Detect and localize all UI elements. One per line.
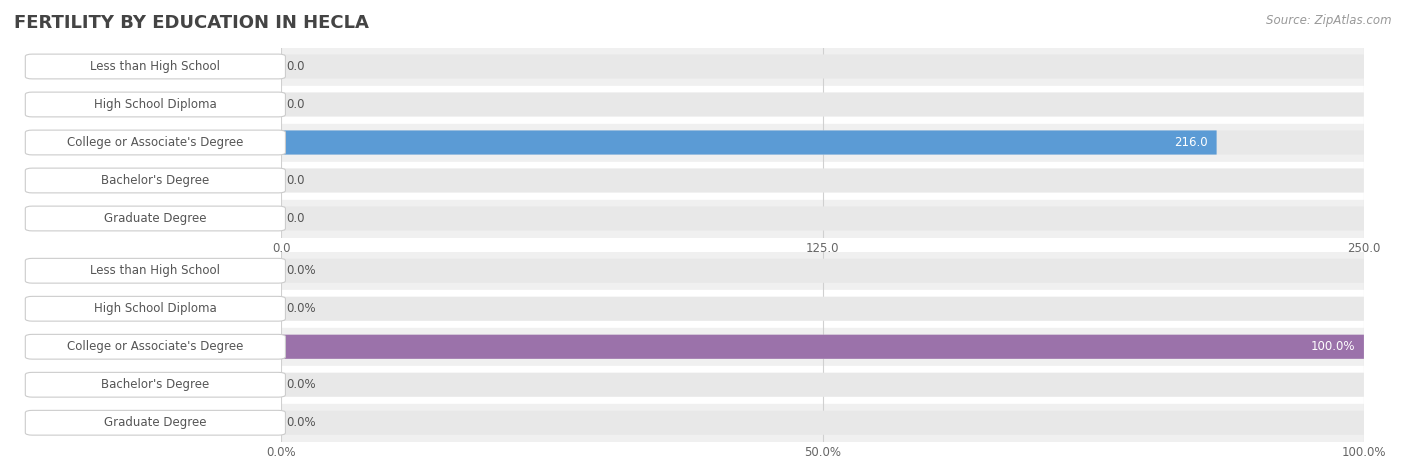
Text: 0.0: 0.0 [287, 212, 305, 225]
FancyBboxPatch shape [281, 207, 1364, 230]
Text: High School Diploma: High School Diploma [94, 98, 217, 111]
Text: 0.0: 0.0 [287, 174, 305, 187]
Bar [281, 162, 1364, 199]
FancyBboxPatch shape [281, 169, 1364, 192]
Text: 0.0%: 0.0% [287, 264, 316, 277]
FancyBboxPatch shape [281, 373, 1364, 397]
Text: 0.0%: 0.0% [287, 302, 316, 315]
Bar [281, 366, 1364, 404]
FancyBboxPatch shape [281, 411, 1364, 435]
FancyBboxPatch shape [281, 335, 1364, 359]
Bar [281, 86, 1364, 124]
Bar [281, 48, 1364, 86]
Text: Less than High School: Less than High School [90, 60, 221, 73]
Text: 0.0%: 0.0% [287, 378, 316, 391]
Bar [281, 404, 1364, 442]
Bar [281, 200, 1364, 238]
Text: 100.0%: 100.0% [1310, 340, 1355, 353]
FancyBboxPatch shape [281, 93, 1364, 116]
FancyBboxPatch shape [281, 131, 1216, 154]
Bar [281, 290, 1364, 328]
Text: College or Associate's Degree: College or Associate's Degree [67, 340, 243, 353]
Text: High School Diploma: High School Diploma [94, 302, 217, 315]
Text: Bachelor's Degree: Bachelor's Degree [101, 378, 209, 391]
Text: 0.0%: 0.0% [287, 416, 316, 429]
FancyBboxPatch shape [281, 335, 1364, 359]
Text: FERTILITY BY EDUCATION IN HECLA: FERTILITY BY EDUCATION IN HECLA [14, 14, 368, 32]
Bar [281, 124, 1364, 162]
Text: 0.0: 0.0 [287, 98, 305, 111]
Bar [281, 252, 1364, 290]
Text: Source: ZipAtlas.com: Source: ZipAtlas.com [1267, 14, 1392, 27]
FancyBboxPatch shape [281, 55, 1364, 78]
Text: 216.0: 216.0 [1174, 136, 1208, 149]
Text: Bachelor's Degree: Bachelor's Degree [101, 174, 209, 187]
Text: 0.0: 0.0 [287, 60, 305, 73]
Text: Graduate Degree: Graduate Degree [104, 416, 207, 429]
FancyBboxPatch shape [281, 259, 1364, 283]
FancyBboxPatch shape [281, 131, 1364, 154]
Text: College or Associate's Degree: College or Associate's Degree [67, 136, 243, 149]
Text: Less than High School: Less than High School [90, 264, 221, 277]
FancyBboxPatch shape [281, 297, 1364, 321]
Bar [281, 328, 1364, 366]
Text: Graduate Degree: Graduate Degree [104, 212, 207, 225]
